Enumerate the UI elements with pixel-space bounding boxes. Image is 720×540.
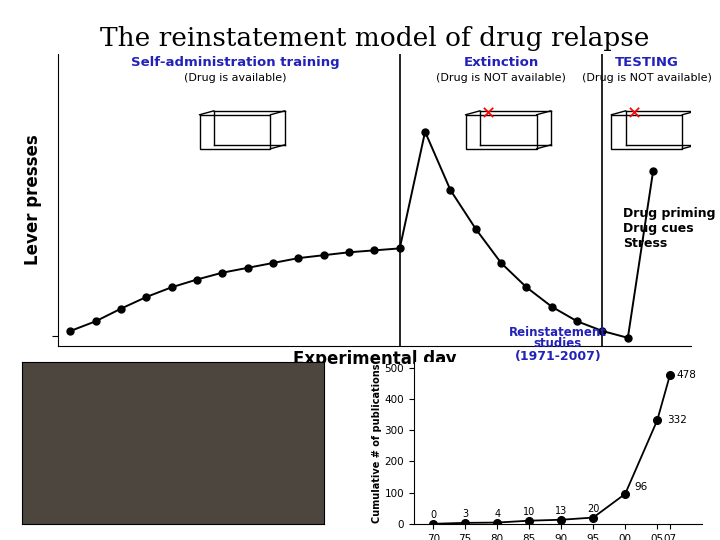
Bar (466, 115, 536, 148)
Bar (199, 115, 271, 148)
Text: (1971-2007): (1971-2007) (515, 350, 601, 363)
Text: 20: 20 (587, 504, 599, 514)
Text: (Drug is available): (Drug is available) (184, 73, 287, 83)
Text: (Drug is NOT available): (Drug is NOT available) (436, 73, 566, 83)
Text: ✕: ✕ (481, 105, 496, 123)
Text: 478: 478 (676, 370, 696, 380)
Y-axis label: Cumulative # of publications: Cumulative # of publications (372, 363, 382, 523)
Text: 10: 10 (523, 507, 536, 517)
Text: 0: 0 (430, 510, 436, 520)
Text: ✕: ✕ (626, 105, 642, 123)
X-axis label: Experimental day: Experimental day (292, 350, 456, 368)
Text: Self-administration training: Self-administration training (131, 56, 339, 69)
Text: Drug priming
Drug cues
Stress: Drug priming Drug cues Stress (623, 207, 715, 251)
Bar (611, 115, 683, 148)
Y-axis label: Lever presses: Lever presses (24, 134, 42, 265)
Text: 4: 4 (494, 509, 500, 519)
Text: 332: 332 (667, 415, 687, 426)
Title: The reinstatement model of drug relapse: The reinstatement model of drug relapse (99, 26, 649, 51)
Text: 3: 3 (462, 509, 468, 519)
Text: 13: 13 (555, 506, 567, 516)
Text: TESTING: TESTING (615, 56, 679, 69)
Text: (Drug is NOT available): (Drug is NOT available) (582, 73, 712, 83)
Text: 96: 96 (635, 482, 648, 492)
Text: Extinction: Extinction (464, 56, 539, 69)
Text: Reinstatement: Reinstatement (509, 326, 607, 339)
Text: studies: studies (534, 338, 582, 350)
